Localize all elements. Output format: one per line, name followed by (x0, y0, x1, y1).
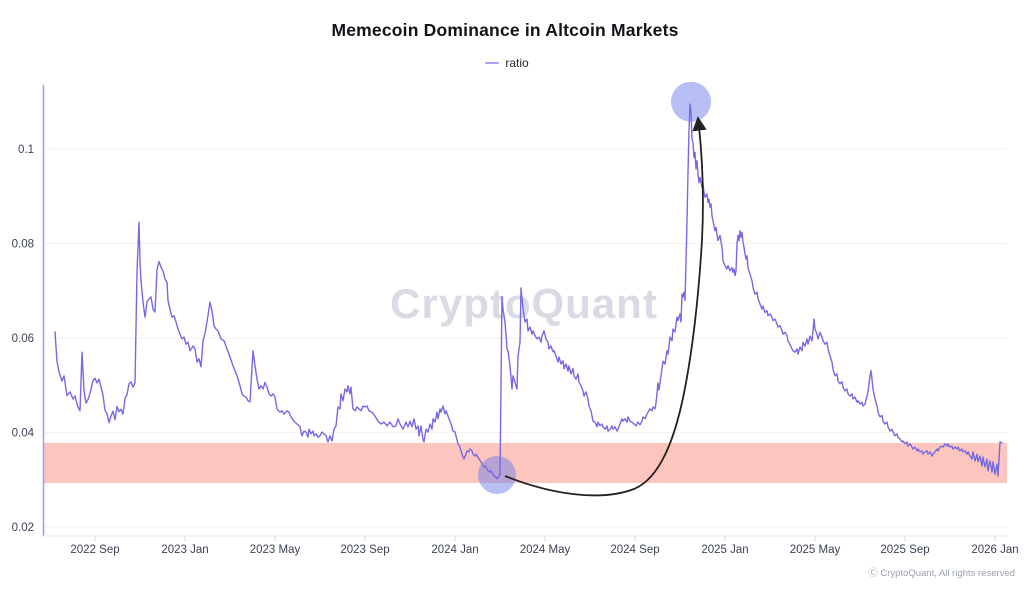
x-axis-label: 2025 May (790, 544, 841, 556)
y-axis-label: 0.06 (12, 333, 34, 345)
high-point-marker (671, 81, 711, 122)
highlight-band (43, 442, 1007, 484)
x-axis-labels: 2022 Sep 2023 Jan 2023 May 2023 Sep 2024 Jan… (70, 544, 1018, 556)
legend-line-swatch (485, 61, 500, 64)
y-axis-label: 0.02 (12, 522, 34, 534)
copyright-notice: Ⓒ CryptoQuant, All rights reserved (868, 568, 1015, 579)
x-axis-label: 2023 Sep (340, 544, 389, 556)
x-axis-label: 2022 Sep (70, 544, 119, 556)
watermark: CryptoQuant (390, 280, 658, 327)
legend: ratio (0, 55, 1014, 70)
x-axis-label: 2026 Jan (971, 544, 1018, 556)
ratio-line (54, 103, 1003, 480)
x-axis-label: 2025 Jan (701, 544, 748, 556)
x-axis-ticks (94, 536, 996, 541)
y-axis-label: 0.08 (12, 239, 34, 251)
x-axis-label: 2023 Jan (161, 544, 208, 556)
trend-arrow (504, 116, 707, 497)
y-axis-label: 0.1 (18, 144, 34, 156)
y-axis-labels: 0.1 0.08 0.06 0.04 0.02 (12, 144, 35, 534)
low-point-marker (478, 456, 516, 495)
gridlines (44, 148, 1007, 528)
y-axis-label: 0.04 (12, 428, 35, 440)
x-axis-label: 2024 Jan (431, 544, 478, 556)
x-axis-label: 2024 May (520, 544, 571, 556)
legend-label: ratio (505, 55, 529, 70)
x-axis-label: 2025 Sep (880, 544, 929, 556)
x-axis-label: 2023 May (250, 544, 301, 556)
chart-title: Memecoin Dominance in Altcoin Markets (331, 20, 679, 40)
x-axis-label: 2024 Sep (610, 544, 659, 556)
